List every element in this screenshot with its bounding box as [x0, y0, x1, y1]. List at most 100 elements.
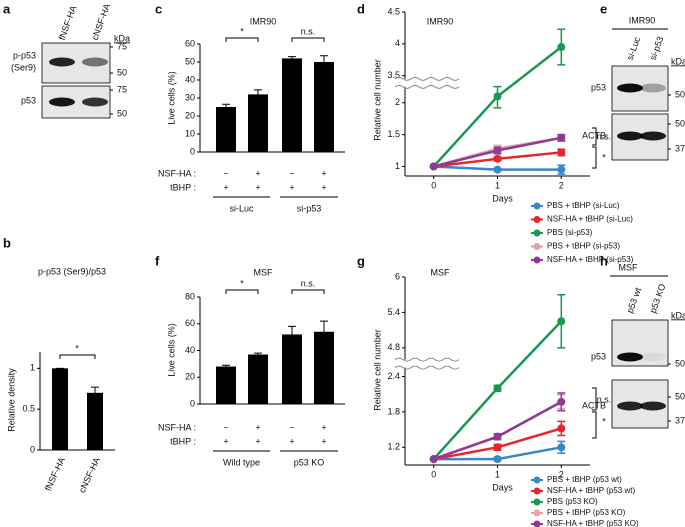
legend-label: PBS + tBHP (si-p53)	[547, 242, 620, 251]
x-tick-label: cNSF-HA	[77, 456, 102, 495]
annotation: *	[602, 152, 606, 162]
panel-label: c	[155, 1, 162, 16]
row-label: (Ser9)	[11, 62, 36, 72]
kda-marker: 37	[675, 415, 685, 425]
legend-marker	[533, 487, 541, 495]
condition-mark: −	[223, 422, 228, 432]
lane-label: p53 KO	[648, 282, 668, 314]
kda-label: kDa	[671, 56, 685, 66]
sig-bracket	[592, 127, 597, 146]
condition-mark: +	[255, 436, 260, 446]
panel-label: a	[3, 1, 11, 16]
band	[640, 131, 666, 141]
lane-label: p53 wt	[625, 286, 644, 315]
condition-label: tBHP :	[170, 182, 196, 192]
y-tick-label: 1	[30, 363, 35, 373]
bar	[248, 354, 268, 404]
x-axis-label: Days	[492, 482, 513, 492]
lane-label: si-Luc	[625, 35, 643, 61]
x-tick-label: 2	[559, 180, 564, 190]
y-tick-label: 3.5	[387, 70, 400, 80]
row-label: p53	[21, 95, 36, 105]
condition-mark: +	[289, 182, 294, 192]
legend-label: NSF-HA + tBHP (si-Luc)	[547, 215, 633, 224]
panel-label: f	[155, 253, 160, 268]
group-label: si-p53	[297, 203, 322, 213]
condition-label: NSF-HA :	[158, 168, 196, 178]
x-tick-label: 0	[431, 180, 436, 190]
sig-bracket	[592, 146, 597, 169]
condition-mark: +	[223, 436, 228, 446]
error-bar	[288, 325, 296, 343]
error-bar	[254, 352, 262, 356]
band	[82, 57, 108, 67]
chart-title: IMR90	[250, 16, 277, 26]
band	[49, 57, 75, 67]
legend-label: NSF-HA + tBHP (p53 wt)	[547, 486, 635, 495]
annotation: n.s.	[597, 394, 612, 404]
condition-label: tBHP :	[170, 436, 196, 446]
annotation: n.s.	[597, 131, 612, 141]
kda-label: kDa	[114, 33, 130, 43]
error-bar	[320, 55, 328, 69]
error-bar	[288, 56, 296, 61]
condition-label: NSF-HA :	[158, 422, 196, 432]
y-tick-label: 1.2	[387, 442, 400, 452]
error-bar	[320, 320, 328, 343]
kda-marker: 37	[675, 143, 685, 153]
x-tick-label: 2	[559, 469, 564, 479]
annotation: *	[240, 26, 244, 36]
axis-break	[394, 76, 460, 81]
y-tick-label: 0.5	[22, 404, 35, 414]
condition-mark: +	[321, 168, 326, 178]
y-tick-label: 1	[395, 161, 400, 171]
sig-bracket	[291, 37, 325, 42]
kda-marker: 50	[675, 118, 685, 128]
bar	[248, 94, 268, 152]
condition-mark: −	[223, 168, 228, 178]
bar	[314, 331, 334, 404]
blot-header: MSF	[619, 262, 639, 272]
band	[617, 352, 643, 362]
bar	[216, 107, 236, 152]
y-tick-label: 2	[395, 97, 400, 107]
legend-label: PBS (p53 KO)	[547, 497, 598, 506]
x-tick-label: 1	[495, 180, 500, 190]
y-tick-label: 4.5	[387, 6, 400, 16]
condition-mark: +	[321, 182, 326, 192]
legend-marker	[533, 243, 541, 250]
data-point	[557, 133, 566, 142]
legend-marker	[533, 202, 541, 210]
y-tick-label: 0	[30, 444, 35, 454]
y-axis-label: Live cells (%)	[166, 71, 176, 125]
data-point	[493, 154, 502, 163]
y-tick-label: 4.8	[387, 342, 400, 352]
legend-marker	[533, 256, 541, 264]
legend-marker	[533, 498, 541, 506]
sig-bracket	[291, 289, 325, 294]
legend-label: PBS + tBHP (p53 wt)	[547, 475, 622, 484]
y-tick-label: 40	[185, 345, 195, 355]
row-label: p53	[591, 82, 606, 92]
legend-label: PBS + tBHP (p53 KO)	[547, 508, 626, 517]
sig-bracket	[592, 411, 597, 439]
y-tick-label: 50	[185, 56, 195, 66]
band	[640, 83, 666, 93]
legend-marker	[533, 509, 541, 517]
annotation: *	[602, 416, 606, 426]
sig-bracket	[225, 289, 259, 294]
band	[640, 352, 666, 362]
y-tick-label: 60	[185, 38, 195, 48]
band	[617, 83, 643, 93]
data-point	[493, 443, 502, 452]
legend-label: PBS + tBHP (si-Luc)	[547, 201, 620, 210]
legend-label: NSF-HA + tBHP (si-p53)	[547, 255, 634, 264]
band	[82, 97, 108, 107]
data-point	[557, 397, 566, 406]
axis-break	[394, 357, 460, 362]
legend-label: NSF-HA + tBHP (p53 KO)	[547, 519, 639, 527]
kda-marker: 50	[675, 391, 685, 401]
data-point	[493, 92, 502, 101]
